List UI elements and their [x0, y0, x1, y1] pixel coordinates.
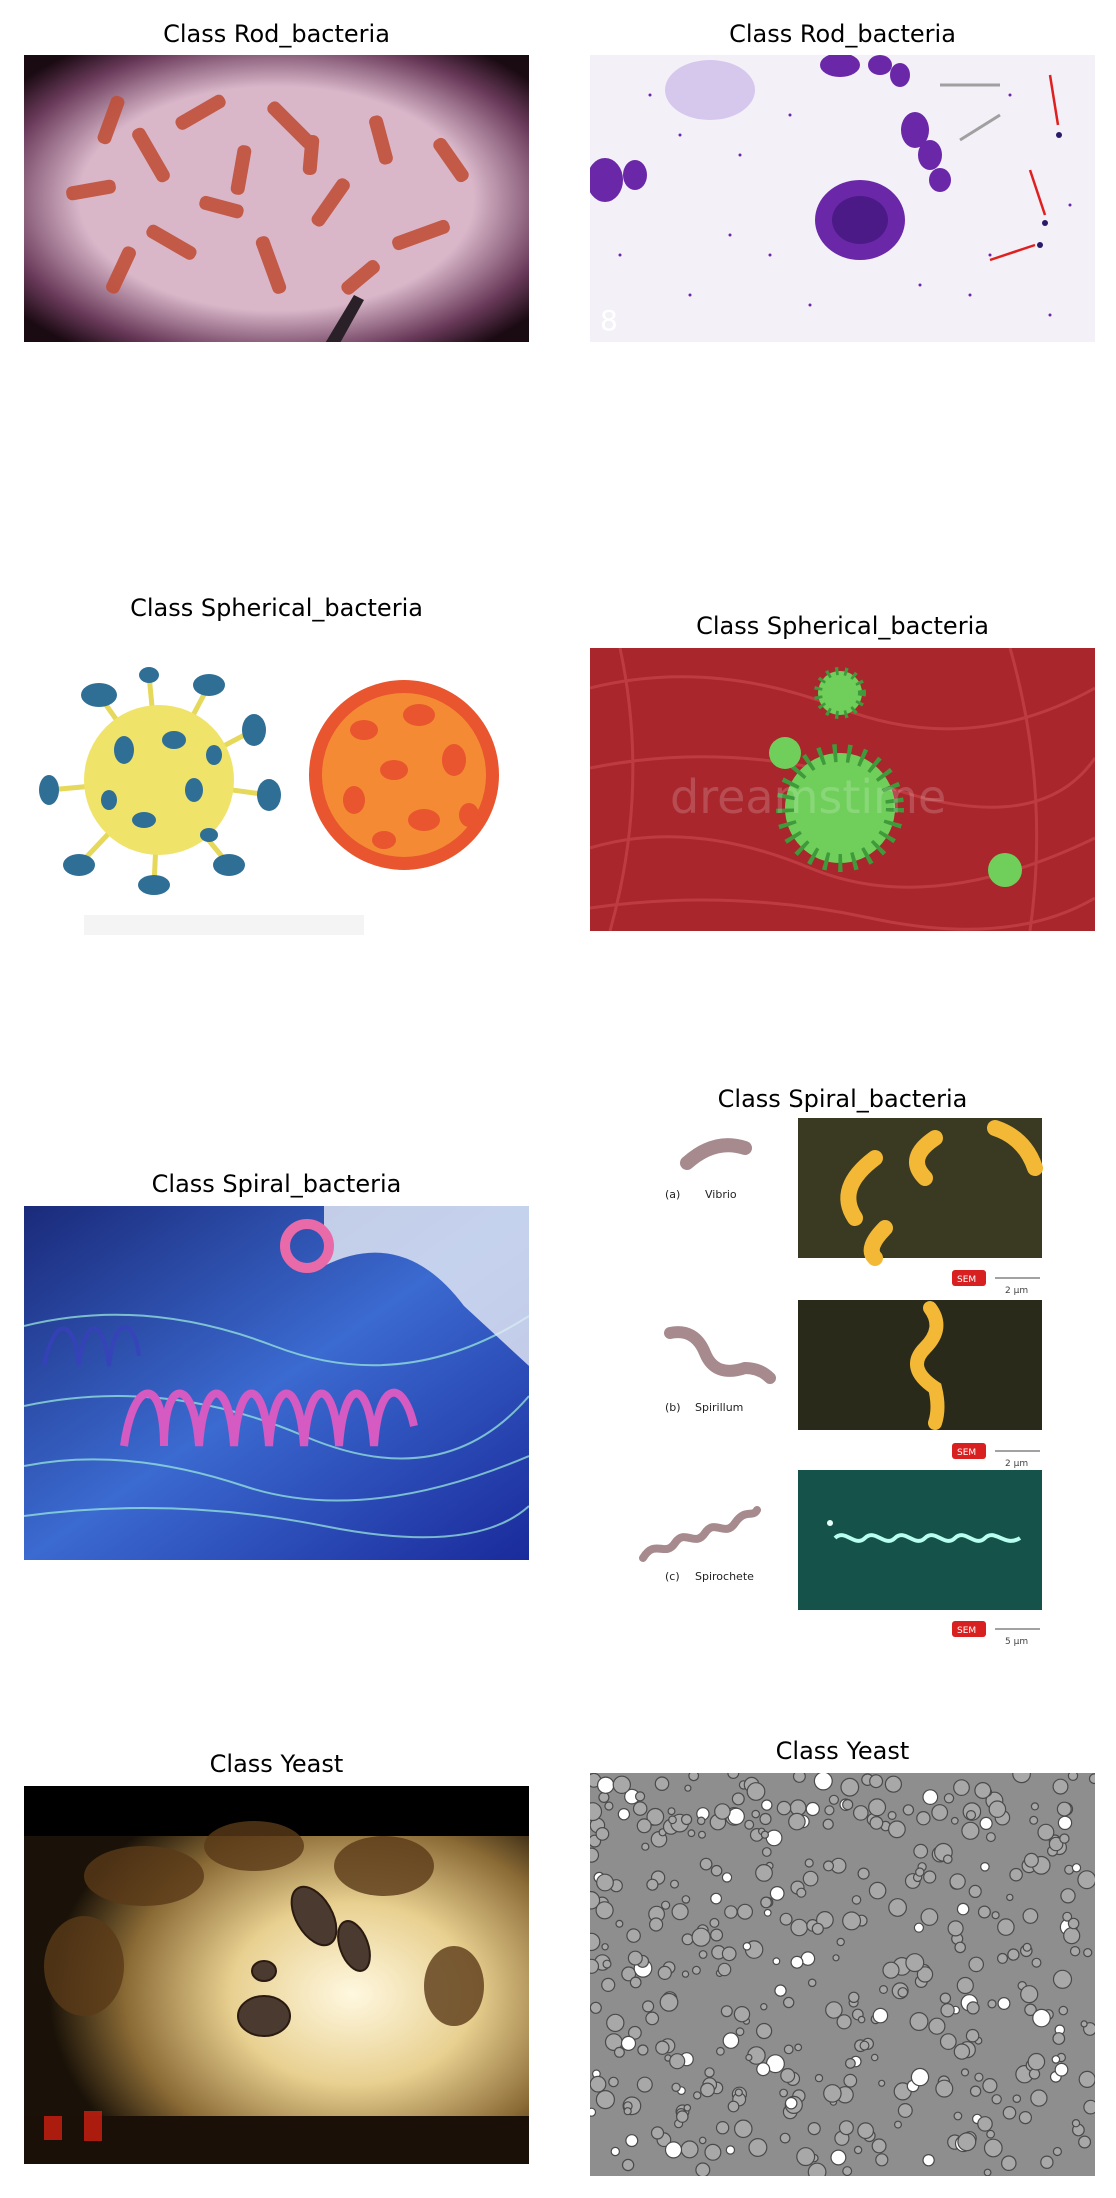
- panel-title-rod-2: Class Rod_bacteria: [729, 20, 956, 48]
- spherical-bacteria-image-1: [24, 630, 529, 952]
- spiral-bacteria-image-1: [24, 1206, 529, 1560]
- label-spirochete: Spirochete: [695, 1570, 754, 1583]
- spherical-bacteria-image-2: dreamstime: [590, 648, 1095, 931]
- label-spirillum: Spirillum: [695, 1401, 743, 1414]
- label-a: (a): [665, 1188, 680, 1201]
- label-vibrio: Vibrio: [705, 1188, 737, 1201]
- sem-badge-a: SEM: [957, 1275, 976, 1285]
- scale-c: 5 μm: [1005, 1637, 1028, 1647]
- label-b: (b): [665, 1401, 681, 1414]
- panel-title-spherical-1: Class Spherical_bacteria: [130, 594, 423, 622]
- spiral-bacteria-diagram: (a) Vibrio SEM 2 μm (b) Spirillum SEM 2 …: [635, 1118, 1045, 1648]
- svg-text:8: 8: [600, 304, 618, 337]
- panel-title-spiral-2: Class Spiral_bacteria: [717, 1085, 968, 1113]
- panel-title-rod-1: Class Rod_bacteria: [163, 20, 390, 48]
- panel-title-yeast-1: Class Yeast: [209, 1750, 344, 1778]
- panel-title-spherical-2: Class Spherical_bacteria: [696, 612, 989, 640]
- rod-bacteria-image-1: [24, 55, 529, 342]
- sem-badge-b: SEM: [957, 1448, 976, 1458]
- yeast-image-2: [590, 1773, 1095, 2176]
- panel-title-yeast-2: Class Yeast: [775, 1737, 910, 1765]
- scale-b: 2 μm: [1005, 1459, 1028, 1469]
- label-c: (c): [665, 1570, 680, 1583]
- scale-a: 2 μm: [1005, 1286, 1028, 1296]
- yeast-image-1: [24, 1786, 529, 2164]
- panel-title-spiral-1: Class Spiral_bacteria: [151, 1170, 402, 1198]
- watermark: dreamstime: [670, 770, 946, 824]
- sem-badge-c: SEM: [957, 1626, 976, 1636]
- rod-bacteria-image-2: 8: [590, 55, 1095, 342]
